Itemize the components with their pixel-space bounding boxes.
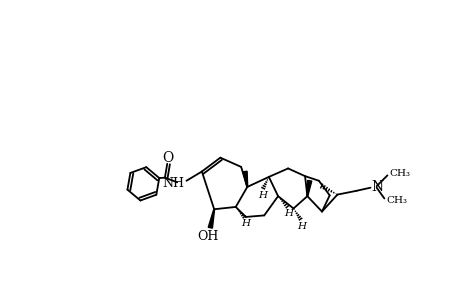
Text: NH: NH [162,177,184,190]
Text: H: H [284,209,293,218]
Polygon shape [306,180,311,196]
Text: H: H [257,191,267,200]
Text: OH: OH [197,230,218,244]
Polygon shape [242,171,247,187]
Text: H: H [241,219,250,228]
Text: H: H [297,222,306,231]
Text: N: N [370,180,382,194]
Text: O: O [162,151,173,165]
Text: CH₃: CH₃ [389,169,410,178]
Text: CH₃: CH₃ [386,196,407,205]
Polygon shape [208,209,214,228]
